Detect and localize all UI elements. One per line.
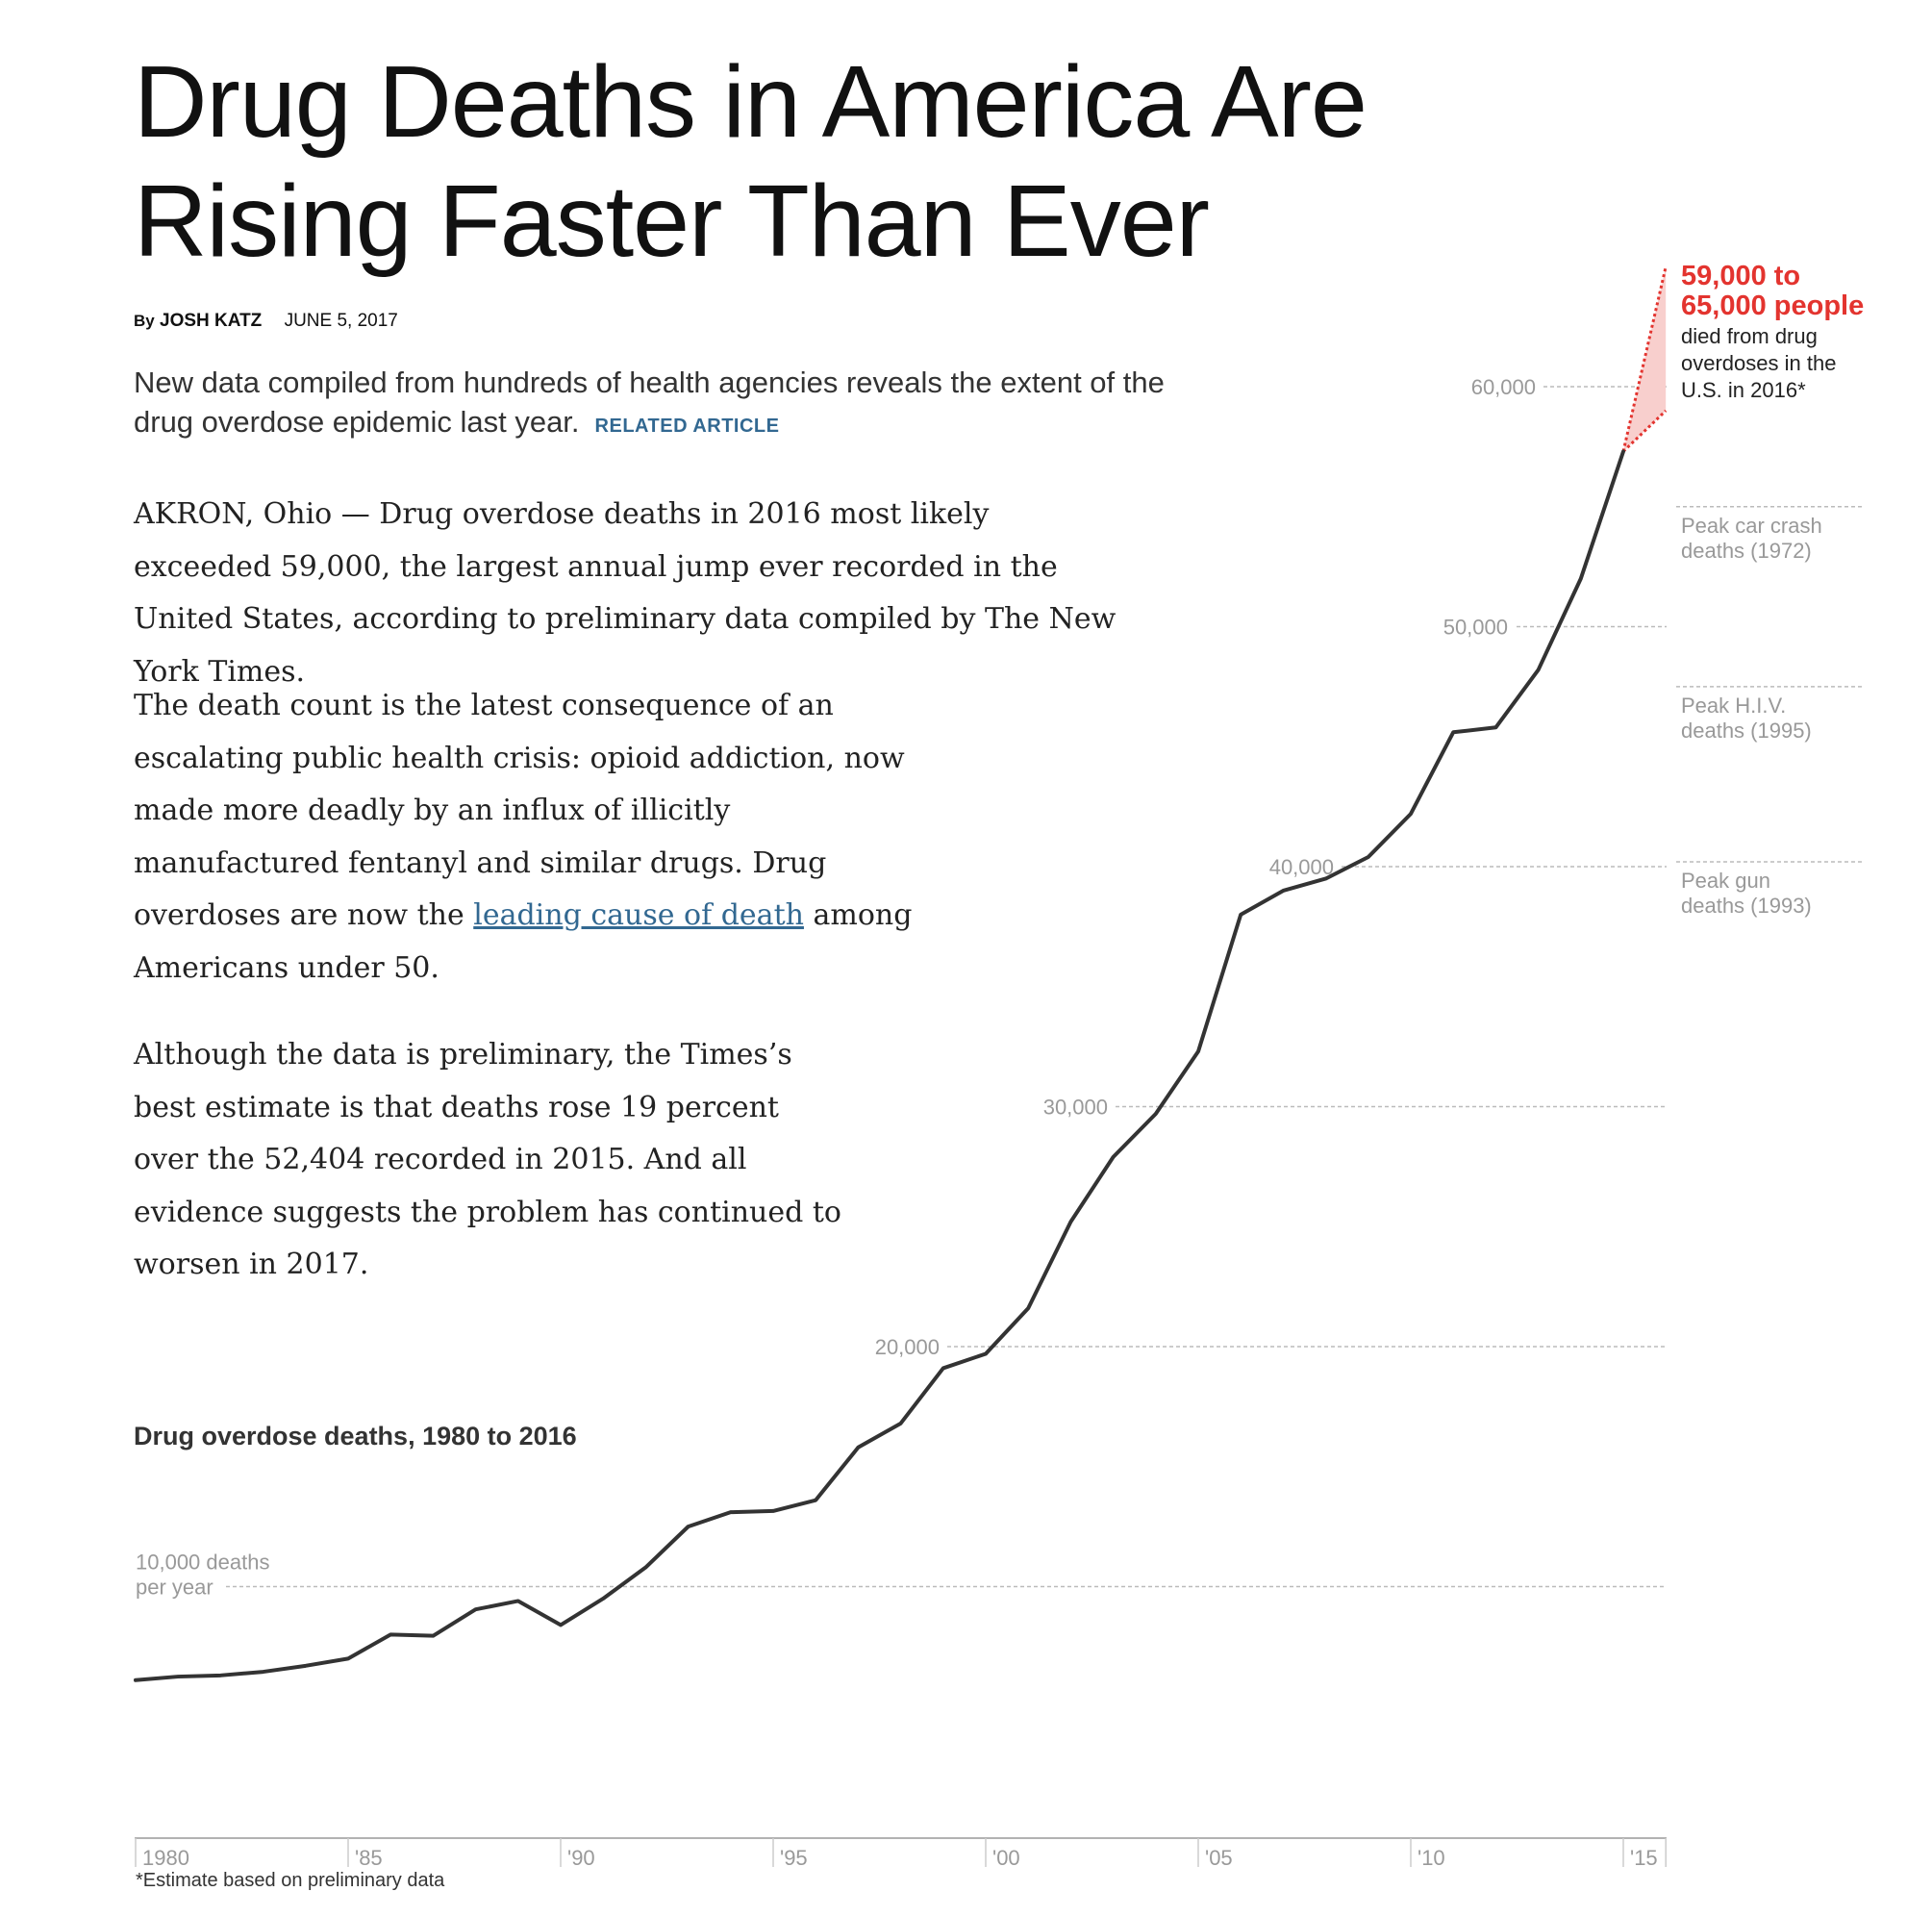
paragraph-2-text-a: The death count is the latest consequenc… (134, 689, 905, 932)
estimate-annotation-line-1: 59,000 to (1681, 261, 1800, 291)
y-axis-label-20000: 20,000 (875, 1335, 940, 1359)
reference-label-1-line-2: deaths (1972) (1681, 539, 1812, 563)
x-tick-label-2000: '00 (992, 1846, 1020, 1870)
y-axis-label-30000: 30,000 (1043, 1096, 1108, 1120)
reference-label-2-line-2: deaths (1995) (1681, 719, 1812, 743)
paragraph-1: AKRON, Ohio — Drug overdose deaths in 20… (134, 497, 1117, 689)
byline: By JOSH KATZ JUNE 5, 2017 (134, 311, 398, 332)
reference-label-3-line-1: Peak gun (1681, 869, 1770, 893)
estimate-high-line (1621, 265, 1668, 452)
headline: Drug Deaths in America Are Rising Faster … (134, 42, 1480, 281)
y-axis-label-10000-line-1: 10,000 deaths (136, 1551, 269, 1575)
estimate-annotation-line-4: overdoses in the (1681, 351, 1836, 375)
byline-date: JUNE 5, 2017 (284, 311, 398, 331)
summary-text: New data compiled from hundreds of healt… (134, 366, 1165, 439)
chart-footnote: *Estimate based on preliminary data (136, 1870, 445, 1891)
overdose-deaths-line (134, 449, 1625, 1682)
y-axis-label-60000: 60,000 (1471, 375, 1536, 399)
x-tick-label-1985: '85 (355, 1846, 383, 1870)
chart-title: Drug overdose deaths, 1980 to 2016 (134, 1422, 577, 1450)
y-axis-label-50000: 50,000 (1443, 616, 1508, 640)
reference-label-2-line-1: Peak H.I.V. (1681, 694, 1786, 718)
leading-cause-of-death-link[interactable]: leading cause of death (473, 898, 804, 932)
x-tick-label-2005: '05 (1205, 1846, 1233, 1870)
estimate-annotation-line-2: 65,000 people (1681, 290, 1864, 321)
estimate-low-line (1621, 409, 1668, 453)
byline-by: By (134, 312, 155, 330)
headline-line-1: Drug Deaths in America Are (134, 45, 1367, 159)
estimate-annotation-line-5: U.S. in 2016* (1681, 378, 1806, 402)
estimate-annotation-line-3: died from drug (1681, 324, 1818, 348)
paragraph-3: Although the data is preliminary, the Ti… (134, 1038, 841, 1281)
reference-label-3-line-2: deaths (1993) (1681, 894, 1812, 918)
x-tick-label-1995: '95 (780, 1846, 808, 1870)
paragraph-2-text-b: among Americans under 50. (134, 898, 913, 985)
related-article-link[interactable]: RELATED ARTICLE (594, 416, 780, 437)
byline-author[interactable]: JOSH KATZ (160, 311, 263, 331)
summary: New data compiled from hundreds of healt… (134, 363, 1211, 446)
paragraph-2: The death count is the latest consequenc… (134, 680, 922, 995)
y-axis-label-40000: 40,000 (1269, 855, 1334, 879)
x-tick-label-1990: '90 (567, 1846, 595, 1870)
x-tick-label-2015: '15 (1630, 1846, 1658, 1870)
headline-line-2: Rising Faster Than Ever (134, 164, 1210, 278)
x-tick-label-1980: 1980 (142, 1846, 189, 1870)
y-axis-label-10000-line-2: per year (136, 1576, 213, 1600)
reference-label-1-line-1: Peak car crash (1681, 514, 1822, 538)
x-tick-label-2010: '10 (1418, 1846, 1445, 1870)
